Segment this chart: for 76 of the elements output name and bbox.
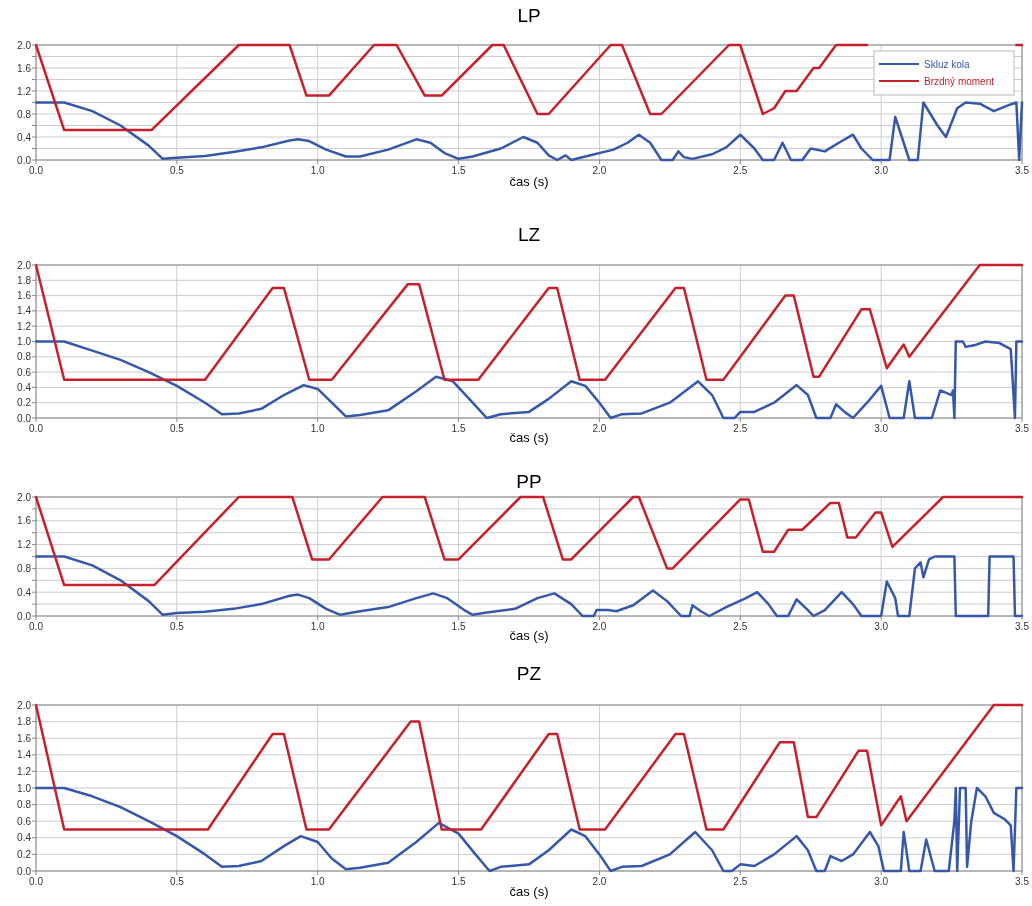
y-tick-label: 2.0 (17, 699, 32, 711)
y-tick-label: 1.2 (17, 320, 32, 332)
x-tick-label: 3.0 (874, 165, 889, 176)
y-tick-label: 0.8 (17, 562, 32, 574)
y-tick-label: 1.6 (17, 290, 32, 302)
y-tick-label: 2.0 (17, 39, 32, 51)
y-tick-label: 0.6 (17, 815, 32, 827)
y-tick-label: 0.8 (17, 351, 32, 363)
x-axis-title: čas (s) (509, 884, 549, 899)
x-tick-label: 3.0 (874, 876, 889, 887)
x-tick-label: 1.0 (310, 423, 326, 434)
x-axis-title: čas (s) (509, 628, 549, 643)
x-axis-title: čas (s) (509, 430, 549, 445)
y-tick-label: 2.0 (17, 259, 32, 271)
chart-title: LZ (517, 224, 541, 245)
chart-title: PP (516, 471, 542, 492)
y-tick-label: 0.0 (17, 865, 32, 877)
x-tick-label: 2.5 (733, 621, 748, 632)
x-axis-title: čas (s) (509, 174, 549, 189)
x-tick-label: 1.5 (451, 621, 466, 632)
y-tick-label: 1.2 (17, 765, 32, 777)
x-tick-label: 2.0 (592, 621, 607, 632)
y-tick-label: 1.2 (17, 85, 32, 97)
y-tick-label: 1.6 (17, 732, 32, 744)
y-tick-label: 0.4 (17, 131, 32, 143)
x-tick-label: 0.5 (169, 621, 185, 632)
y-tick-label: 0.8 (17, 799, 32, 811)
y-tick-label: 0.2 (17, 848, 32, 860)
x-tick-label: 3.0 (874, 423, 889, 434)
x-tick-label: 2.5 (733, 165, 748, 176)
x-tick-label: 0.0 (29, 165, 44, 176)
x-tick-label: 1.5 (451, 423, 466, 434)
x-tick-label: 1.0 (310, 621, 326, 632)
y-tick-label: 0.0 (17, 610, 32, 622)
y-tick-label: 0.0 (17, 154, 32, 166)
x-tick-label: 2.5 (733, 423, 748, 434)
chart-title: LP (517, 5, 541, 26)
x-tick-label: 0.5 (169, 165, 185, 176)
x-tick-label: 2.0 (592, 876, 607, 887)
x-tick-label: 3.0 (874, 621, 889, 632)
y-tick-label: 0.6 (17, 366, 32, 378)
y-tick-label: 1.8 (17, 274, 32, 286)
y-tick-label: 0.4 (17, 832, 32, 844)
y-tick-label: 1.0 (17, 336, 32, 347)
y-tick-label: 0.4 (17, 586, 32, 598)
x-tick-label: 1.0 (310, 876, 326, 887)
x-tick-label: 1.5 (451, 165, 466, 176)
y-tick-label: 2.0 (17, 491, 32, 503)
x-tick-label: 0.5 (169, 423, 185, 434)
x-tick-label: 2.0 (592, 165, 607, 176)
x-tick-label: 0.0 (29, 423, 44, 434)
legend-label: Brzdný moment (924, 76, 995, 87)
y-tick-label: 1.2 (17, 539, 32, 551)
x-tick-label: 0.0 (29, 621, 44, 632)
x-tick-label: 3.5 (1015, 876, 1030, 887)
y-tick-label: 1.6 (17, 62, 32, 74)
chart-title: PZ (516, 663, 542, 684)
x-tick-label: 0.5 (169, 876, 185, 887)
legend-label: Skluz kola (924, 59, 971, 70)
y-tick-label: 1.0 (17, 782, 32, 794)
y-tick-label: 1.8 (17, 716, 32, 728)
x-tick-label: 0.0 (29, 876, 44, 887)
x-tick-label: 3.5 (1015, 423, 1030, 434)
x-tick-label: 3.5 (1015, 165, 1030, 176)
y-tick-label: 1.4 (17, 305, 32, 317)
x-tick-label: 3.5 (1015, 621, 1030, 632)
y-tick-label: 1.6 (17, 515, 32, 527)
y-tick-label: 0.8 (17, 108, 32, 120)
y-tick-label: 1.4 (17, 749, 32, 761)
y-tick-label: 0.0 (17, 412, 32, 424)
y-tick-label: 0.4 (17, 381, 32, 393)
y-tick-label: 0.2 (17, 397, 32, 409)
x-tick-label: 2.5 (733, 876, 748, 887)
x-tick-label: 2.0 (592, 423, 607, 434)
x-tick-label: 1.0 (310, 165, 326, 176)
x-tick-label: 1.5 (451, 876, 466, 887)
